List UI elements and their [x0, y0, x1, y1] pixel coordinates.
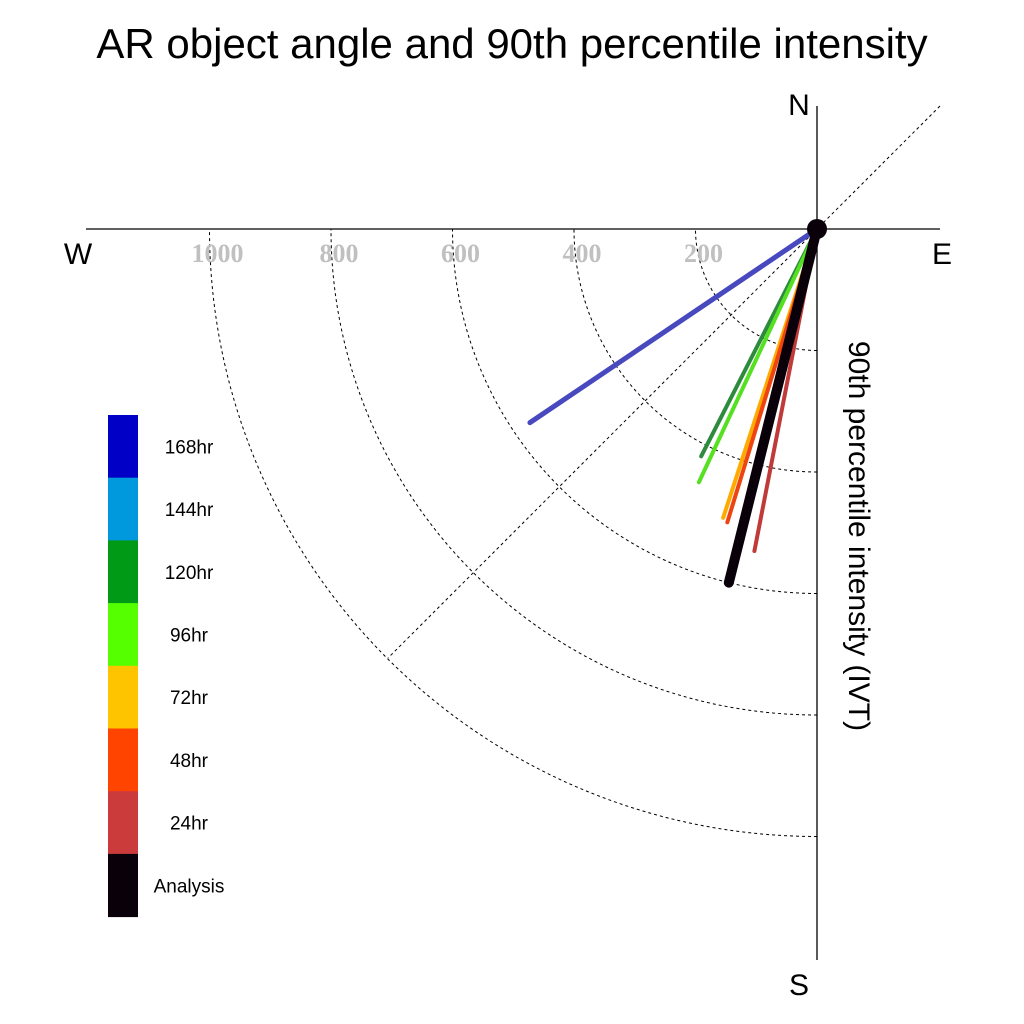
tick-label-1000: 1000 [192, 239, 244, 268]
legend-swatch-72hr [108, 665, 138, 729]
legend-label-120hr: 120hr [165, 563, 214, 584]
grid-arc-800 [330, 228, 818, 716]
series-line-168hr [527, 226, 820, 426]
compass-north: N [788, 89, 810, 122]
legend-label-24hr: 24hr [170, 814, 209, 835]
radial-tick-labels: 200 400 600 800 1000 [192, 239, 724, 268]
legend-swatch-144hr [108, 477, 138, 541]
legend-label-96hr: 96hr [170, 625, 209, 646]
legend-swatch-24hr [108, 791, 138, 855]
legend-label-168hr: 168hr [165, 437, 214, 458]
y-axis-label: 90th percentile intensity (IVT) [842, 341, 875, 731]
legend-swatch-48hr [108, 728, 138, 792]
series-line-96hr [696, 227, 819, 485]
legend-label-analysis: Analysis [154, 876, 225, 897]
compass-east: E [932, 238, 952, 271]
tick-label-600: 600 [441, 239, 480, 268]
chart-title: AR object angle and 90th percentile inte… [96, 20, 927, 67]
legend-swatch-96hr [108, 603, 138, 667]
tick-label-200: 200 [684, 239, 723, 268]
compass-south: S [789, 969, 809, 1002]
series-line-analysis [723, 224, 822, 588]
tick-label-800: 800 [320, 239, 359, 268]
legend-label-144hr: 144hr [165, 500, 214, 521]
tick-label-400: 400 [563, 239, 602, 268]
grid-arc-1000 [209, 228, 818, 837]
origin-marker [807, 219, 827, 239]
series-lines [527, 224, 822, 588]
legend-swatch-analysis [108, 853, 138, 918]
legend-swatch-120hr [108, 540, 138, 604]
legend-label-48hr: 48hr [170, 751, 209, 772]
compass-west: W [64, 238, 93, 271]
legend-swatch-168hr [108, 415, 138, 479]
diagonal-guide [387, 105, 941, 659]
legend: 168hr 144hr 120hr 96hr 72hr 48hr 24hr Analysis [108, 415, 225, 918]
legend-label-72hr: 72hr [170, 688, 209, 709]
